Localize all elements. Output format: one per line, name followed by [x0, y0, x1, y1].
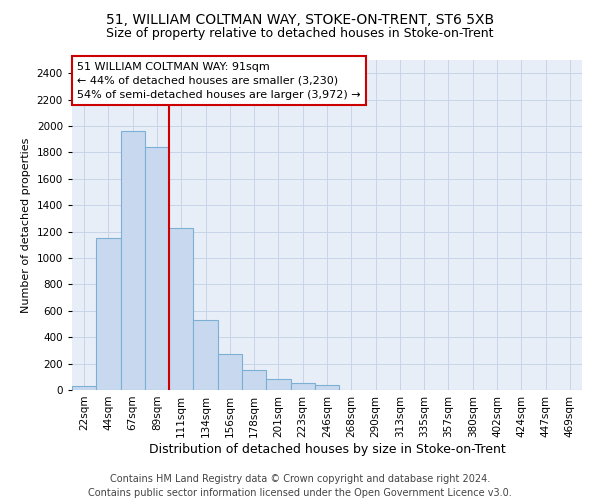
Bar	[193, 320, 218, 390]
Bar	[218, 354, 242, 390]
Bar	[242, 370, 266, 390]
Bar	[315, 384, 339, 390]
Bar	[96, 238, 121, 390]
Text: Size of property relative to detached houses in Stoke-on-Trent: Size of property relative to detached ho…	[106, 28, 494, 40]
Bar	[290, 384, 315, 390]
Y-axis label: Number of detached properties: Number of detached properties	[21, 138, 31, 312]
X-axis label: Distribution of detached houses by size in Stoke-on-Trent: Distribution of detached houses by size …	[149, 442, 505, 456]
Bar	[72, 386, 96, 390]
Bar	[145, 147, 169, 390]
Bar	[266, 380, 290, 390]
Bar	[169, 228, 193, 390]
Text: Contains HM Land Registry data © Crown copyright and database right 2024.
Contai: Contains HM Land Registry data © Crown c…	[88, 474, 512, 498]
Text: 51, WILLIAM COLTMAN WAY, STOKE-ON-TRENT, ST6 5XB: 51, WILLIAM COLTMAN WAY, STOKE-ON-TRENT,…	[106, 12, 494, 26]
Text: 51 WILLIAM COLTMAN WAY: 91sqm
← 44% of detached houses are smaller (3,230)
54% o: 51 WILLIAM COLTMAN WAY: 91sqm ← 44% of d…	[77, 62, 361, 100]
Bar	[121, 132, 145, 390]
